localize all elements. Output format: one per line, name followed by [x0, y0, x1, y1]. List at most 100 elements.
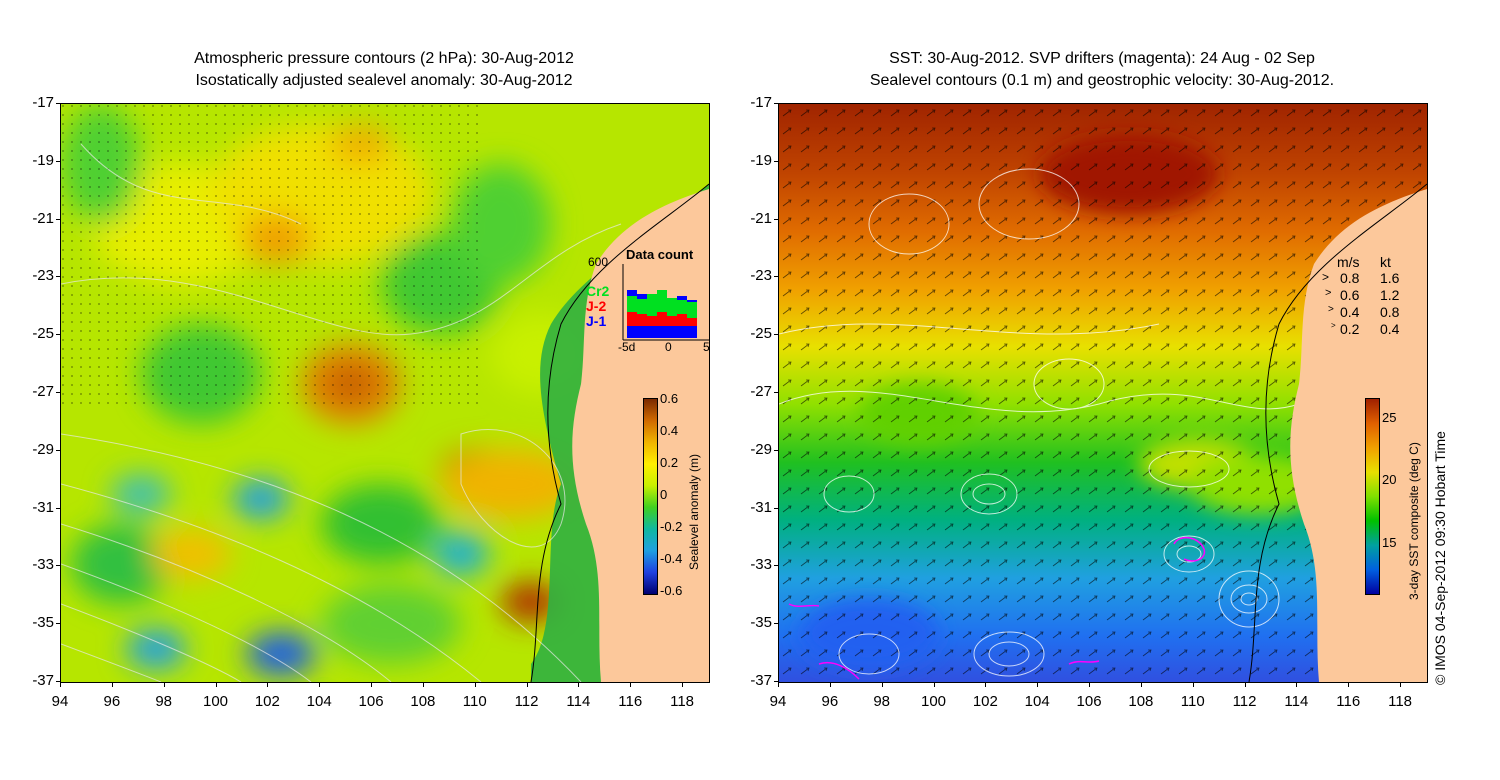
right-lon-tick-mark: [778, 682, 779, 687]
right-title-line2: Sealevel contours (0.1 m) and geostrophi…: [869, 72, 1335, 89]
right-lon-tick: 110: [1180, 693, 1205, 710]
left-lat-tick-mark: [56, 103, 61, 104]
left-lon-tick-mark: [215, 682, 217, 687]
left-colorbar: [643, 398, 658, 595]
left-lon-tick-mark: [111, 682, 113, 687]
right-lon-tick: 96: [821, 693, 839, 710]
left-lat-tick: -29: [32, 440, 54, 458]
left-lon-tick-mark: [422, 682, 424, 687]
left-lon-tick: 102: [254, 693, 280, 710]
right-lat-tick: -29: [750, 440, 772, 458]
right-lon-tick: 100: [921, 693, 947, 710]
right-lon-tick-mark: [1140, 682, 1142, 687]
data-count-xtick-minus5: -5d: [618, 340, 636, 354]
velocity-legend-kt-3: 0.4: [1380, 321, 1400, 337]
left-lon-tick: 100: [203, 693, 229, 710]
right-lat-tick: -23: [750, 267, 772, 285]
right-lat-tick-mark: [774, 507, 779, 509]
left-cb-tick-1: 0.4: [660, 423, 679, 438]
right-lon-tick-mark: [1089, 682, 1091, 687]
left-lon-tick-mark: [630, 682, 632, 687]
velocity-arrow-icon: >: [1331, 321, 1336, 330]
right-lat-tick: -19: [750, 151, 772, 169]
left-lat-tick-mark: [56, 392, 61, 393]
right-lon-tick: 98: [873, 693, 891, 710]
left-lon-tick-mark: [578, 682, 580, 687]
data-count-title: Data count: [626, 247, 694, 262]
left-lat-tick-mark: [56, 218, 61, 220]
left-lat-tick: -35: [32, 614, 54, 632]
velocity-arrow-icon: >: [1322, 270, 1330, 284]
left-lat-tick-mark: [56, 160, 61, 162]
left-lon-tick: 104: [306, 693, 332, 710]
right-lat-tick-mark: [774, 218, 779, 220]
left-lat-tick: -21: [32, 209, 54, 227]
right-lat-tick-mark: [774, 623, 779, 625]
right-lat-tick: -37: [750, 672, 772, 689]
right-lat-tick-mark: [774, 392, 779, 393]
right-lat-tick: -33: [750, 556, 772, 574]
right-cb-tick-25: 25: [1382, 410, 1397, 425]
left-lon-tick: 108: [410, 693, 436, 710]
right-lon-tick-mark: [933, 682, 935, 687]
imos-credit: © IMOS 04-Sep-2012 09:30 Hobart Time: [1432, 431, 1448, 685]
left-lon-tick-mark: [163, 682, 165, 687]
left-cb-tick-6: -0.6: [660, 583, 683, 598]
left-lon-tick: 94: [51, 693, 69, 710]
right-sst-map: [778, 103, 1428, 683]
left-cb-tick-5: -0.4: [660, 551, 683, 566]
left-sealevel-map: [60, 103, 710, 683]
left-lon-tick-mark: [267, 682, 269, 687]
right-lat-tick-mark: [774, 276, 779, 278]
right-lat-tick-mark: [774, 681, 779, 682]
left-lat-tick: -23: [32, 267, 54, 285]
right-land-mass: [1290, 189, 1427, 682]
velocity-legend-kt-0: 1.6: [1380, 270, 1400, 286]
velocity-legend-kt-1: 1.2: [1380, 287, 1400, 303]
left-lat-tick-mark: [56, 565, 61, 567]
sat-label-j1: J-1: [586, 313, 607, 329]
right-lat-tick-mark: [774, 103, 779, 104]
left-lon-tick: 116: [618, 693, 643, 710]
right-lon-tick-mark: [881, 682, 883, 687]
right-lat-tick: -27: [750, 383, 772, 400]
velocity-legend-header-ms: m/s: [1337, 254, 1360, 270]
svp-drifter-tracks: [788, 537, 1206, 680]
left-lon-tick-mark: [319, 682, 321, 687]
left-lon-tick: 112: [514, 693, 539, 710]
right-lon-tick-mark: [1244, 682, 1246, 687]
data-count-xtick-0: 0: [665, 340, 672, 354]
right-lat-tick: -21: [750, 209, 772, 227]
left-lon-tick-mark: [682, 682, 684, 687]
left-lon-tick: 110: [462, 693, 487, 710]
right-lon-tick: 94: [769, 693, 787, 710]
velocity-arrow-icon: >: [1325, 287, 1332, 299]
right-lat-tick: -25: [750, 325, 772, 343]
velocity-legend-ms-1: 0.6: [1340, 287, 1360, 303]
right-lon-tick: 108: [1128, 693, 1154, 710]
right-lon-tick-mark: [1400, 682, 1402, 687]
right-lat-tick-mark: [774, 160, 779, 162]
right-lon-tick: 112: [1232, 693, 1257, 710]
left-lon-tick-mark: [526, 682, 528, 687]
left-title-line1: Atmospheric pressure contours (2 hPa): 3…: [194, 50, 574, 67]
data-count-max: 600: [588, 255, 609, 269]
data-count-inset: [622, 264, 709, 341]
right-lon-tick-mark: [829, 682, 831, 687]
left-lat-tick: -17: [32, 94, 54, 111]
left-title-line2: Isostatically adjusted sealevel anomaly:…: [195, 72, 573, 89]
left-cb-tick-2: 0.2: [660, 455, 679, 470]
left-cb-tick-4: -0.2: [660, 519, 683, 534]
right-lat-tick-mark: [774, 565, 779, 567]
left-lat-tick: -25: [32, 325, 54, 343]
right-lat-tick-mark: [774, 449, 779, 451]
left-lon-tick: 114: [566, 693, 591, 710]
left-cb-tick-0: 0.6: [660, 391, 679, 406]
right-lon-tick: 102: [972, 693, 998, 710]
right-title-line1: SST: 30-Aug-2012. SVP drifters (magenta)…: [889, 50, 1315, 67]
left-lat-tick: -37: [32, 672, 54, 689]
right-lat-tick: -31: [750, 498, 772, 516]
velocity-legend-header-kt: kt: [1380, 254, 1391, 270]
right-lat-tick-mark: [774, 334, 779, 336]
right-lon-tick-mark: [1192, 682, 1194, 687]
